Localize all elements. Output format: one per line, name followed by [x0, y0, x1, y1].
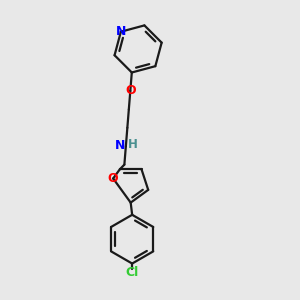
Text: O: O	[108, 172, 118, 185]
Text: Cl: Cl	[125, 266, 139, 279]
Text: O: O	[125, 84, 136, 98]
Text: N: N	[116, 25, 126, 38]
Text: N: N	[115, 139, 125, 152]
Text: H: H	[128, 138, 137, 151]
